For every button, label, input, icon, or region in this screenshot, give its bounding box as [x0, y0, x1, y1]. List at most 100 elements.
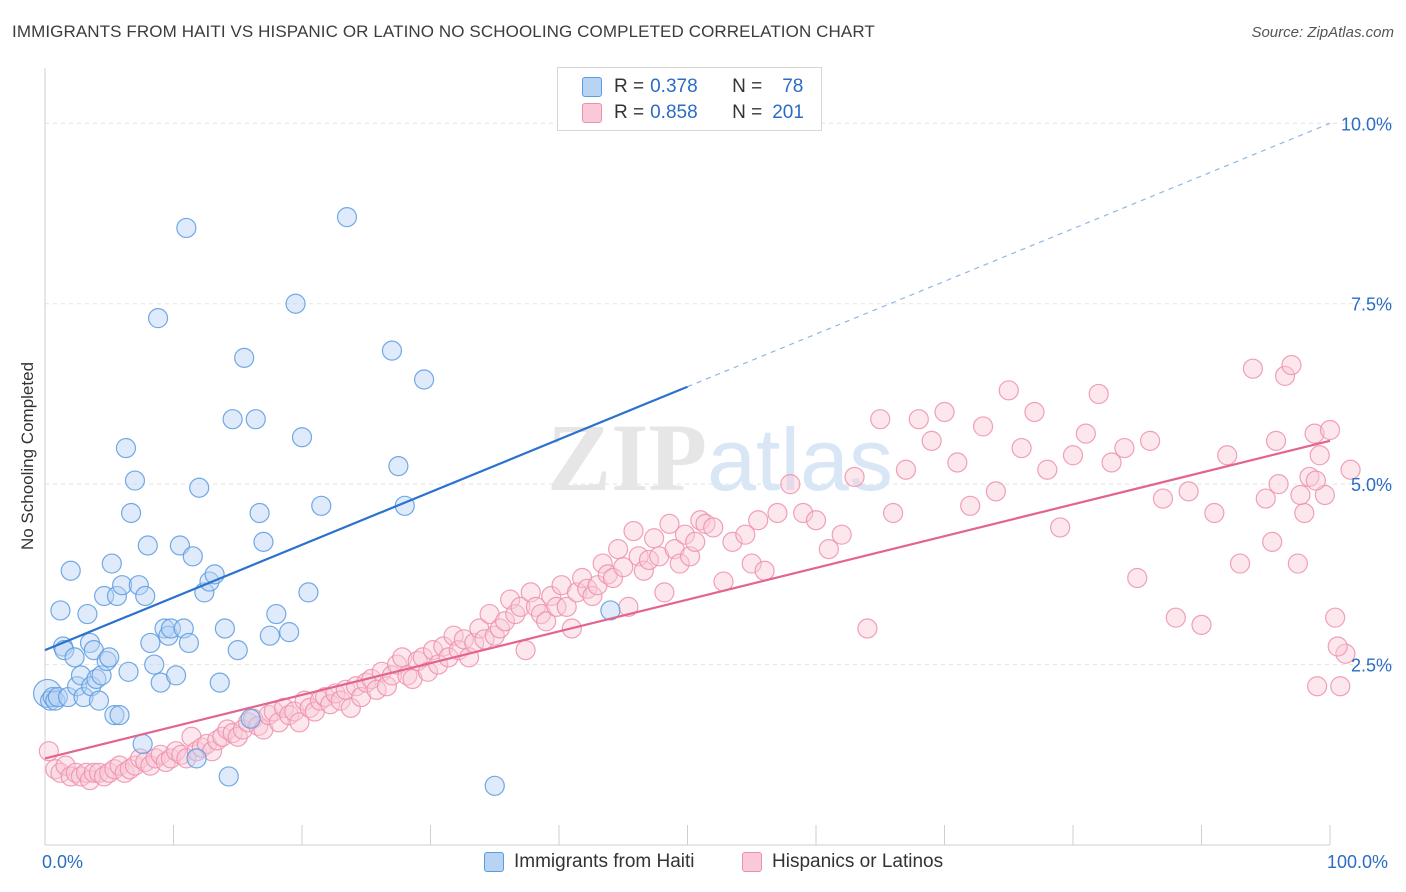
hispanic-point	[1242, 358, 1264, 379]
haiti-point	[128, 575, 149, 596]
hispanic-point	[844, 466, 865, 488]
hispanic-point	[232, 719, 253, 740]
haiti-point	[285, 293, 306, 314]
axes-layer	[44, 68, 1331, 846]
haiti-point	[388, 456, 409, 477]
haiti-point	[111, 575, 133, 596]
hispanic-point	[623, 520, 644, 542]
hispanic-point	[998, 380, 1019, 401]
haiti-point	[259, 625, 280, 646]
hispanic-point	[722, 531, 743, 552]
hispanic-point	[1229, 553, 1251, 574]
haiti-point	[99, 647, 120, 668]
haiti-point	[165, 665, 187, 686]
hispanic-point	[1165, 607, 1186, 628]
hispanic-point	[972, 416, 994, 437]
hispanic-point	[176, 748, 197, 769]
hispanic-point	[921, 430, 942, 451]
haiti-point	[147, 308, 169, 329]
haiti-point	[484, 775, 505, 796]
hispanic-point	[805, 510, 827, 531]
hispanic-point	[754, 560, 775, 581]
haiti-trend-line	[44, 385, 688, 652]
hispanic-point	[1024, 401, 1045, 423]
hispanic-point	[1314, 484, 1335, 506]
hispanic-point	[613, 557, 634, 578]
haiti-point	[70, 665, 92, 686]
hispanic-point	[1330, 676, 1351, 697]
stats-legend: R = 0.378 N = 78 R = 0.858 N = 201	[557, 67, 822, 131]
haiti-point	[214, 618, 235, 639]
haiti-point	[60, 560, 81, 581]
hispanic-point	[1191, 614, 1212, 635]
haiti-point	[279, 621, 300, 643]
haiti-point	[266, 603, 287, 625]
haiti-point	[182, 546, 203, 567]
series-legend-hispanic[interactable]: Hispanics or Latinos	[742, 851, 943, 873]
hispanic-point	[515, 640, 536, 661]
hispanic-point	[140, 755, 161, 776]
series-label-hispanic: Hispanics or Latinos	[772, 851, 944, 872]
y-tick-label: 10.0%	[1341, 114, 1392, 134]
hispanic-point	[602, 567, 624, 589]
hispanic-point	[1327, 636, 1348, 657]
hispanic-point	[1037, 459, 1058, 480]
hispanic-point	[1204, 502, 1225, 524]
series-legend-haiti[interactable]: Immigrants from Haiti	[484, 851, 695, 873]
haiti-point	[176, 217, 197, 239]
hispanic-point	[227, 726, 248, 747]
haiti-point	[109, 704, 130, 726]
haiti-point	[137, 535, 158, 556]
hispanic-point	[1139, 430, 1161, 451]
hispanic-point	[703, 517, 724, 538]
hispanic-point	[870, 409, 891, 430]
haiti-point	[104, 704, 125, 726]
hispanic-point	[484, 625, 505, 646]
hispanic-point	[895, 459, 917, 480]
hispanic-point	[1050, 517, 1071, 538]
haiti-point	[73, 686, 94, 708]
haiti-point	[47, 686, 68, 708]
hispanic-point	[1335, 643, 1356, 664]
hispanic-point	[643, 528, 665, 549]
hispanic-point	[505, 603, 526, 625]
hispanic-point	[494, 611, 516, 632]
hispanic-point	[330, 690, 351, 711]
series-swatch-haiti	[484, 852, 504, 872]
hispanic-point	[489, 618, 510, 639]
y-tick-label: 5.0%	[1351, 475, 1392, 495]
haiti-point	[88, 690, 110, 711]
hispanic-point	[674, 524, 696, 545]
legend-row-haiti: R = 0.378 N = 78	[582, 74, 803, 100]
hispanic-point	[818, 539, 839, 560]
hispanic-point	[654, 582, 675, 603]
hispanic-point	[1294, 502, 1315, 524]
haiti-point	[311, 495, 332, 516]
hispanic-point	[1265, 430, 1287, 451]
hispanic-point	[1319, 419, 1341, 441]
haiti-point	[234, 347, 255, 368]
hispanic-point	[592, 553, 613, 574]
hispanic-point	[55, 755, 76, 776]
y-tick-label: 7.5%	[1351, 295, 1392, 315]
hispanic-point	[1217, 445, 1238, 466]
haiti-point	[132, 733, 153, 755]
legend-r-label: R =	[614, 76, 645, 97]
hispanic-point	[1101, 452, 1122, 473]
hispanic-point	[1307, 676, 1328, 697]
hispanic-point	[1309, 445, 1330, 466]
haiti-point	[64, 647, 85, 668]
hispanic-point	[947, 452, 968, 473]
hispanic-point	[433, 636, 454, 657]
haiti-point	[240, 708, 261, 729]
hispanic-point	[934, 401, 955, 423]
legend-swatch-hispanic	[582, 103, 602, 123]
haiti-point	[67, 676, 88, 697]
watermark: ZIPatlas	[547, 404, 893, 511]
haiti-point	[253, 531, 274, 552]
haiti-point	[135, 585, 156, 607]
hispanic-point	[417, 661, 439, 682]
hispanic-point	[1305, 470, 1326, 491]
haiti-point	[54, 640, 75, 661]
hispanic-point	[831, 524, 852, 545]
